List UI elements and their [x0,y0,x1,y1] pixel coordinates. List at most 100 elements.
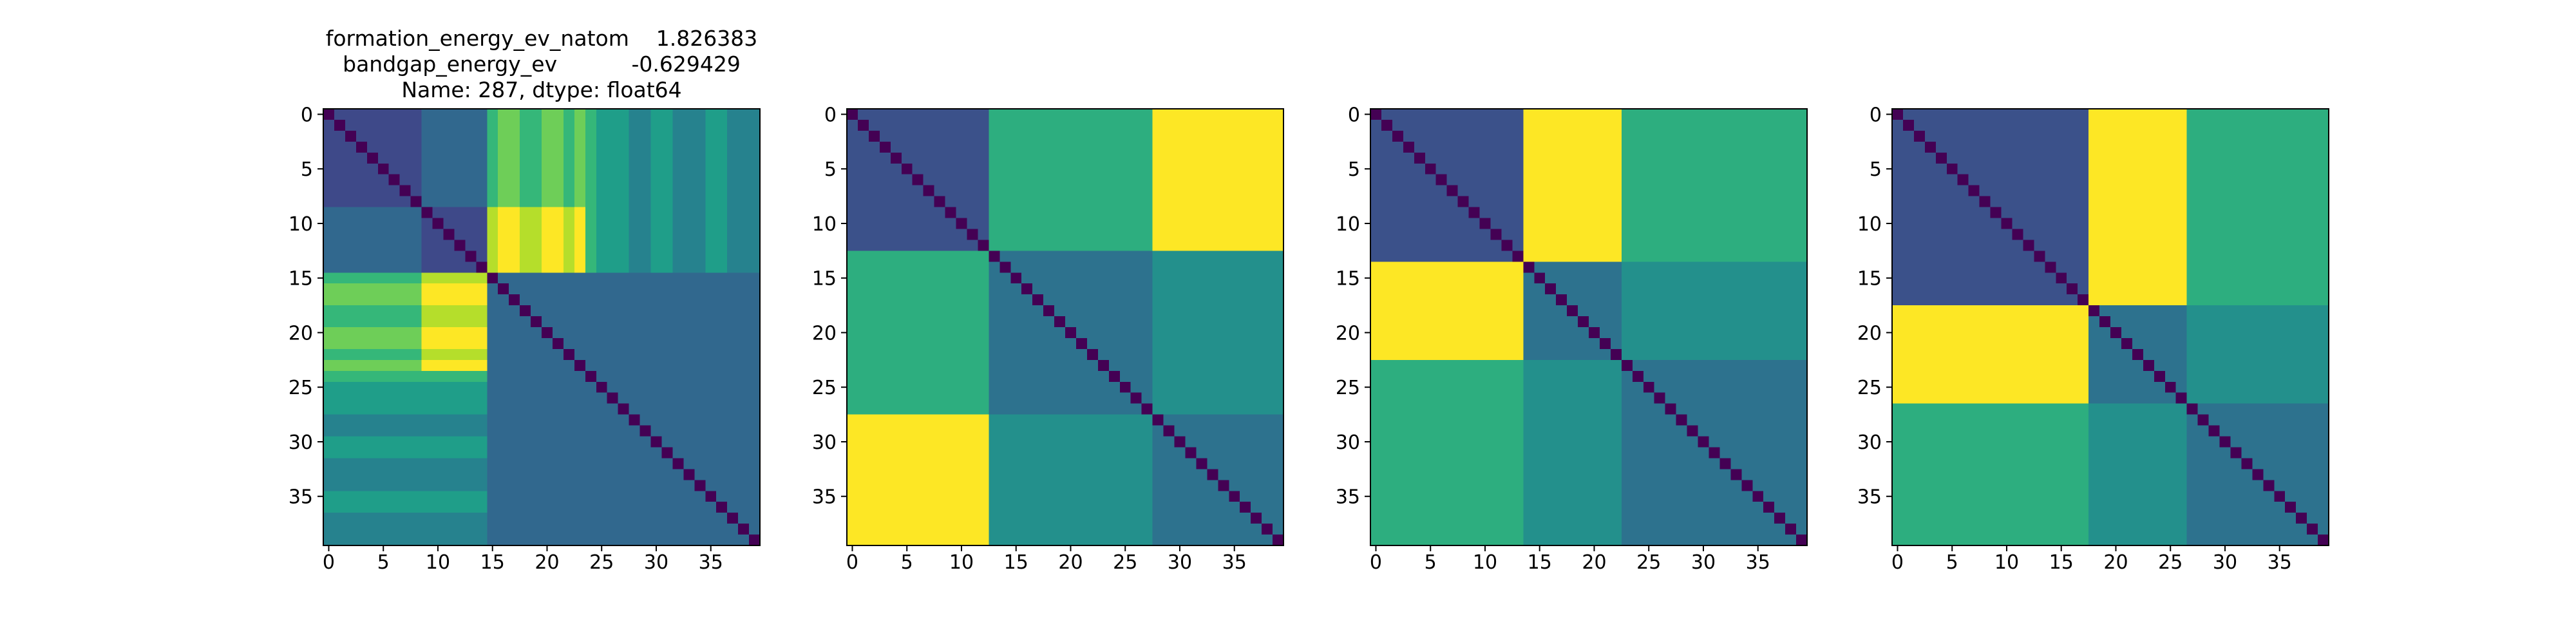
heatmap-cell [1545,251,1557,262]
heatmap-cell [1240,283,1251,295]
heatmap-cell [1163,502,1175,513]
heatmap-cell [629,196,641,208]
heatmap-cell [1021,469,1033,480]
heatmap-cell [1425,502,1437,513]
heatmap-cell [1676,272,1688,284]
heatmap-cell [1446,535,1459,546]
heatmap-cell [618,458,630,469]
heatmap-cell [487,337,498,350]
heatmap-cell [1621,447,1633,459]
heatmap-cell [1468,414,1481,426]
heatmap-cell [1468,294,1481,306]
heatmap-cell [1578,272,1589,284]
heatmap-cell [1392,218,1404,230]
heatmap-cell [399,316,412,328]
heatmap-cell [345,119,357,131]
heatmap-cell [443,491,455,502]
heatmap-cell [1218,403,1229,415]
heatmap-cell [1240,261,1251,273]
heatmap-cell [1392,251,1404,262]
heatmap-cell [727,436,739,448]
heatmap-cell [498,119,509,131]
heatmap-cell [650,163,663,175]
heatmap-cell [1752,348,1764,361]
heatmap-cell [934,469,946,480]
heatmap-cell [1763,240,1775,251]
heatmap-cell [1589,414,1600,426]
heatmap-cell [465,272,477,284]
heatmap-cell [1273,152,1284,164]
heatmap-cell [323,163,335,175]
heatmap-cell [552,359,564,372]
heatmap-cell [1599,229,1611,240]
heatmap-cell [1174,392,1186,404]
heatmap-cell [421,119,433,131]
heatmap-cell [1687,141,1699,153]
heatmap-cell [727,327,739,339]
heatmap-cell [1174,119,1186,131]
y-tick-label: 10 [1336,213,1360,236]
heatmap-cell [1097,327,1110,339]
heatmap-cell [465,163,477,175]
heatmap-cell [1578,174,1589,186]
heatmap-cell [1643,359,1655,372]
heatmap-cell [1556,447,1567,459]
heatmap-cell [1381,348,1393,361]
heatmap-cell [1196,109,1208,120]
heatmap-cell [978,436,989,448]
heatmap-cell [1240,218,1251,230]
heatmap-cell [323,447,335,459]
heatmap-cell [847,152,858,164]
heatmap-cell [355,119,368,131]
heatmap-cell [967,535,978,546]
heatmap-cell [1185,436,1197,448]
heatmap-cell [607,163,619,175]
heatmap-cell [1567,327,1578,339]
heatmap-cell [1479,491,1492,502]
heatmap-cell [934,513,946,524]
heatmap-cell [1676,119,1688,131]
heatmap-cell [1578,283,1589,295]
heatmap-cell [1468,403,1481,415]
heatmap-cell [366,316,379,328]
heatmap-cell [1370,240,1382,251]
heatmap-cell [476,294,488,306]
heatmap-cell [585,359,597,372]
heatmap-cell [716,337,728,350]
heatmap-cell [454,261,466,273]
heatmap-cell [989,283,1000,295]
heatmap-cell [1501,152,1513,164]
heatmap-cell [509,130,520,142]
heatmap-cell [923,294,935,306]
heatmap-cell [596,480,608,491]
heatmap-cell [1403,152,1415,164]
heatmap-cell [607,447,619,459]
heatmap-cell [1730,109,1742,120]
heatmap-cell [1370,502,1382,513]
heatmap-cell [1152,370,1164,383]
heatmap-cell [890,251,902,262]
heatmap-cell [1796,261,1808,273]
heatmap-cell [432,327,444,339]
heatmap-cell [1534,294,1546,306]
heatmap-cell [1086,294,1099,306]
heatmap-cell [1796,185,1808,197]
heatmap-cell [388,240,401,251]
heatmap-cell [552,261,564,273]
heatmap-cell [705,294,717,306]
heatmap-cell [355,403,368,415]
heatmap-cell [879,174,891,186]
heatmap-cell [978,414,989,426]
heatmap-cell [1043,359,1055,372]
heatmap-cell [1545,327,1557,339]
heatmap-cell [421,109,433,120]
heatmap-cell [1240,392,1251,404]
x-tick-label: 25 [1636,551,1661,574]
heatmap-cell [1075,229,1088,240]
heatmap-cell [1229,109,1240,120]
heatmap-cell [334,174,346,186]
heatmap-cell [574,152,586,164]
heatmap-cell [683,491,695,502]
heatmap-cell [1119,141,1132,153]
heatmap-cell [1523,469,1535,480]
